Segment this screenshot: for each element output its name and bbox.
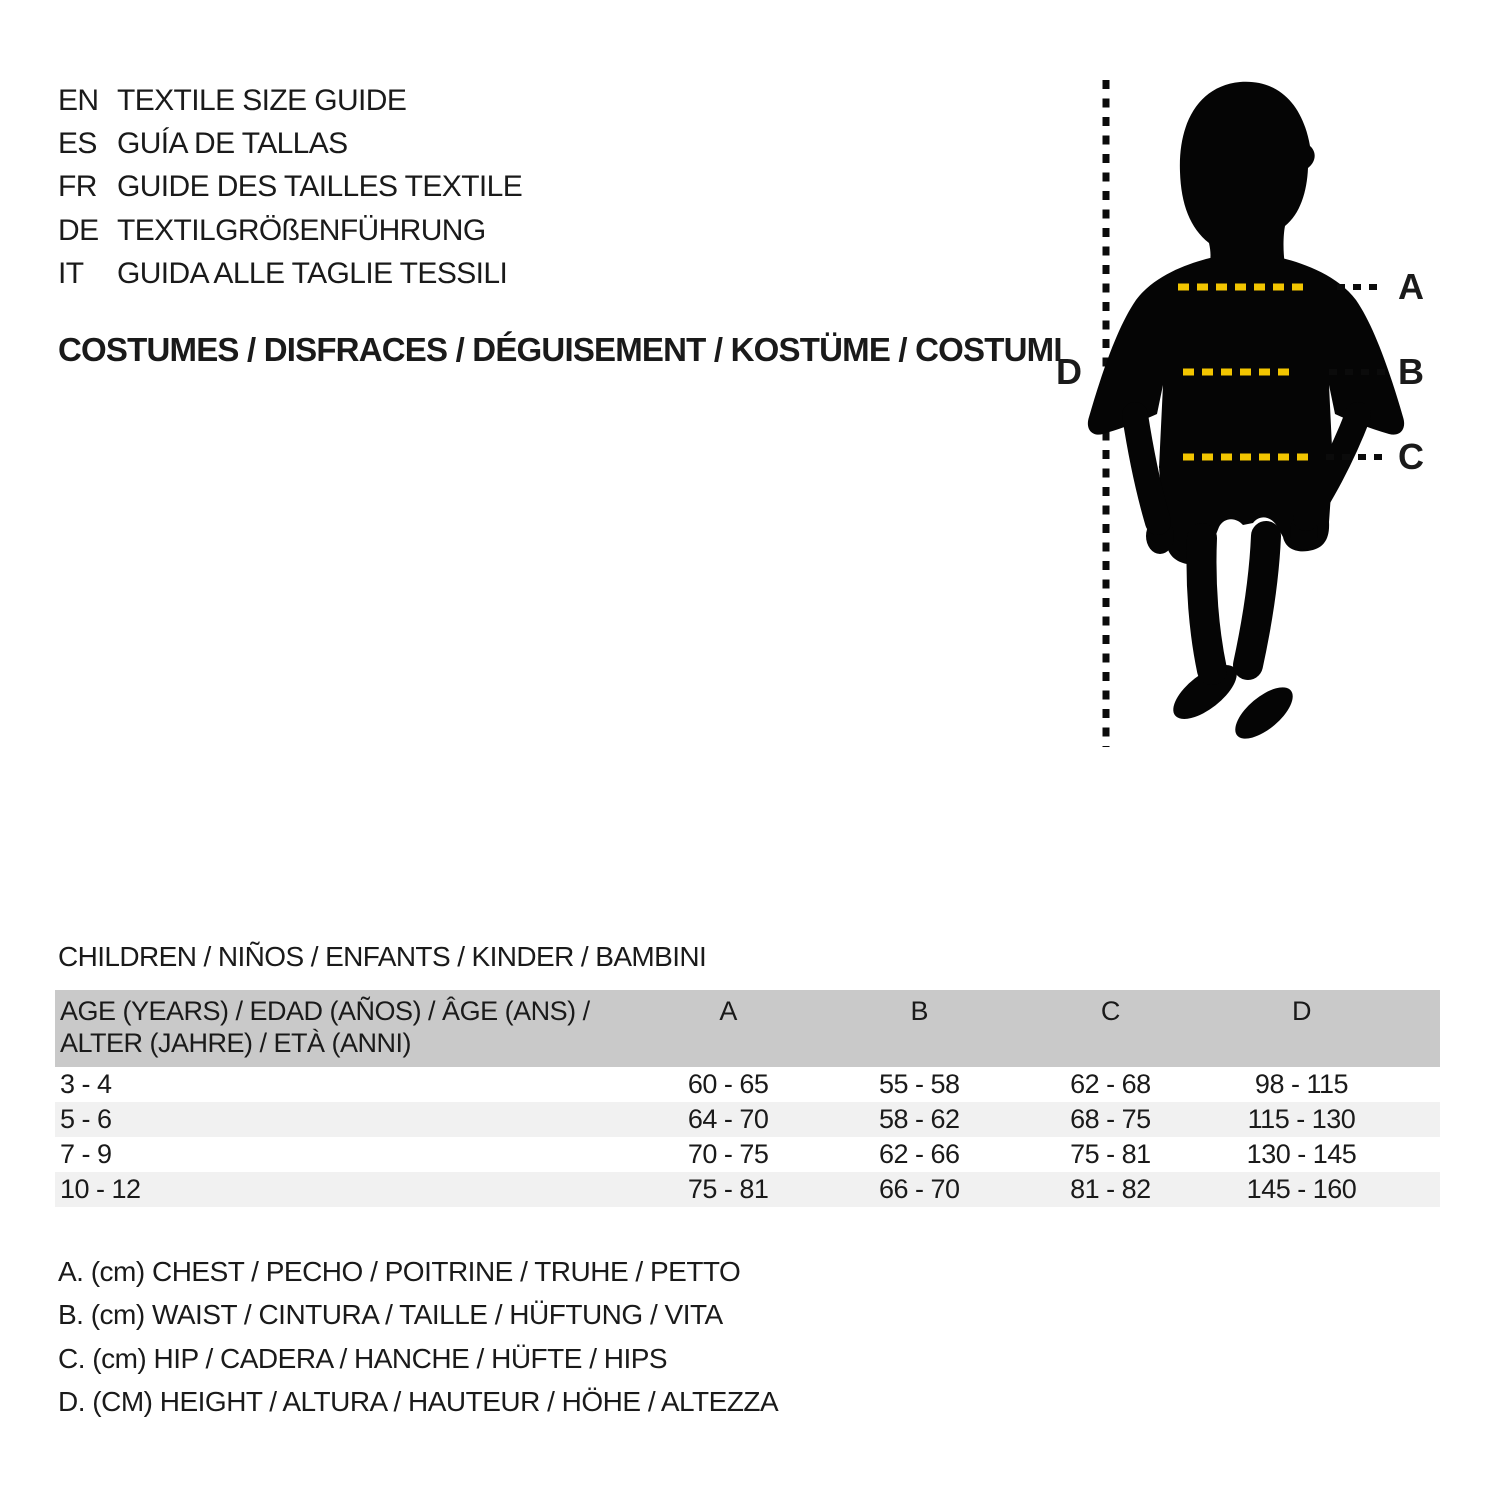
marker-label-height: D	[1056, 351, 1082, 392]
age-header-line2: ALTER (JAHRE) / ETÀ (ANNI)	[60, 1028, 412, 1058]
height-cell: 98 - 115	[1254, 1069, 1349, 1099]
legend-waist: B. (cm) WAIST / CINTURA / TAILLE / HÜFTU…	[58, 1299, 723, 1331]
chest-cell: 64 - 70	[687, 1104, 769, 1134]
age-column-header: AGE (YEARS) / EDAD (AÑOS) / ÂGE (ANS) / …	[55, 995, 633, 1059]
guide-title: TEXTILE SIZE GUIDE	[117, 83, 407, 117]
guide-title: TEXTILGRÖßENFÜHRUNG	[117, 213, 486, 247]
lang-code: IT	[58, 257, 84, 291]
column-header-a: A	[719, 996, 737, 1026]
column-header-c: C	[1100, 996, 1121, 1026]
age-cell: 7 - 9	[60, 1139, 112, 1169]
column-header-d: D	[1291, 996, 1312, 1026]
size-table: AGE (YEARS) / EDAD (AÑOS) / ÂGE (ANS) / …	[55, 990, 1440, 1207]
hip-cell: 62 - 68	[1070, 1069, 1151, 1099]
lang-row-en: EN TEXTILE SIZE GUIDE	[58, 79, 522, 122]
age-header-line1: AGE (YEARS) / EDAD (AÑOS) / ÂGE (ANS) /	[60, 996, 590, 1026]
silhouette-right-leg	[1233, 521, 1281, 680]
table-row: 3 - 4 60 - 65 55 - 58 62 - 68 98 - 115	[55, 1067, 1440, 1102]
silhouette-limbs	[1122, 402, 1371, 685]
lang-row-it: IT GUIDA ALLE TAGLIE TESSILI	[58, 253, 522, 296]
size-group-title: CHILDREN / NIÑOS / ENFANTS / KINDER / BA…	[58, 941, 707, 972]
silhouette-head	[1179, 81, 1315, 266]
hip-cell: 81 - 82	[1070, 1174, 1151, 1204]
silhouette-left-arm	[1122, 402, 1171, 535]
height-cell: 130 - 145	[1246, 1139, 1357, 1169]
age-cell: 3 - 4	[60, 1069, 112, 1099]
age-cell: 10 - 12	[60, 1174, 141, 1204]
table-row: 5 - 6 64 - 70 58 - 62 68 - 75 115 - 130	[55, 1102, 1440, 1137]
lang-code: ES	[58, 127, 97, 161]
measurement-figure: A B C D	[1040, 70, 1500, 760]
silhouette-right-shoe	[1235, 687, 1293, 739]
marker-label-chest: A	[1398, 266, 1424, 307]
waist-cell: 62 - 66	[878, 1139, 960, 1169]
waist-cell: 55 - 58	[878, 1069, 960, 1099]
measurement-legend: A. (cm) CHEST / PECHO / POITRINE / TRUHE…	[58, 1250, 779, 1424]
guide-title: GUÍA DE TALLAS	[117, 127, 348, 161]
silhouette-shirt	[1087, 258, 1405, 468]
waist-cell: 66 - 70	[878, 1174, 960, 1204]
chest-cell: 60 - 65	[687, 1069, 769, 1099]
lang-row-es: ES GUÍA DE TALLAS	[58, 122, 522, 165]
measure-dash-lines	[1178, 283, 1308, 461]
guide-title: GUIDA ALLE TAGLIE TESSILI	[117, 257, 508, 291]
marker-connector-lines	[1326, 284, 1385, 460]
lang-code: FR	[58, 170, 97, 204]
lang-row-de: DE TEXTILGRÖßENFÜHRUNG	[58, 209, 522, 252]
height-cell: 115 - 130	[1247, 1104, 1356, 1134]
table-row: 7 - 9 70 - 75 62 - 66 75 - 81 130 - 145	[55, 1137, 1440, 1172]
lang-code: EN	[58, 83, 99, 117]
chest-cell: 75 - 81	[687, 1174, 769, 1204]
guide-title: GUIDE DES TAILLES TEXTILE	[117, 170, 523, 204]
legend-chest: A. (cm) CHEST / PECHO / POITRINE / TRUHE…	[58, 1255, 741, 1287]
legend-hip: C. (cm) HIP / CADERA / HANCHE / HÜFTE / …	[58, 1342, 668, 1374]
marker-label-hip: C	[1398, 436, 1424, 477]
size-table-header: AGE (YEARS) / EDAD (AÑOS) / ÂGE (ANS) / …	[55, 990, 1440, 1067]
hip-cell: 75 - 81	[1070, 1139, 1151, 1169]
child-silhouette-graphic	[1087, 80, 1405, 747]
marker-label-waist: B	[1398, 351, 1424, 392]
table-row: 10 - 12 75 - 81 66 - 70 81 - 82 145 - 16…	[55, 1172, 1440, 1207]
hip-cell: 68 - 75	[1070, 1104, 1151, 1134]
category-heading: COSTUMES / DISFRACES / DÉGUISEMENT / KOS…	[58, 331, 1063, 368]
column-header-b: B	[910, 996, 928, 1026]
silhouette-right-arm	[1293, 402, 1371, 531]
height-cell: 145 - 160	[1246, 1174, 1357, 1204]
lang-row-fr: FR GUIDE DES TAILLES TEXTILE	[58, 166, 523, 209]
legend-height: D. (CM) HEIGHT / ALTURA / HAUTEUR / HÖHE…	[58, 1386, 779, 1418]
language-title-list: EN TEXTILE SIZE GUIDE ES GUÍA DE TALLAS …	[58, 79, 523, 296]
silhouette-left-leg	[1186, 523, 1227, 685]
age-cell: 5 - 6	[60, 1104, 112, 1134]
waist-cell: 58 - 62	[878, 1104, 960, 1134]
chest-cell: 70 - 75	[687, 1139, 769, 1169]
lang-code: DE	[58, 213, 99, 247]
